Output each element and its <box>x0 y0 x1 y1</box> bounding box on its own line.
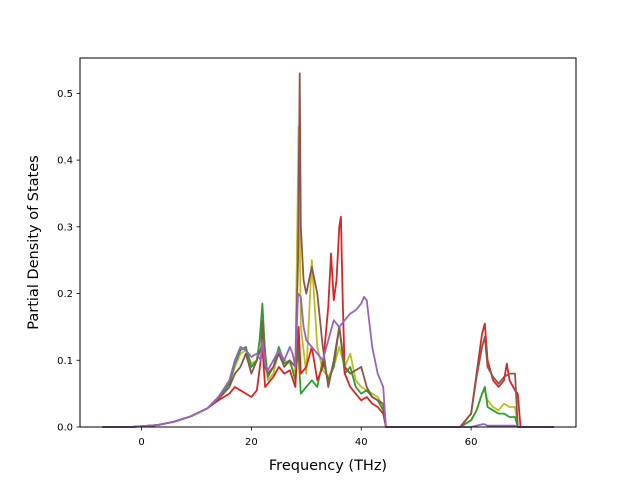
plot-area <box>80 58 576 427</box>
y-axis-label: Partial Density of States <box>26 155 42 329</box>
x-tick-label: 40 <box>355 437 368 448</box>
y-tick-label: 0.5 <box>57 89 73 100</box>
series-line-4 <box>102 72 555 428</box>
y-tick-label: 0.0 <box>57 423 73 434</box>
y-tick-label: 0.3 <box>57 222 73 233</box>
series-layer <box>102 72 555 428</box>
x-tick-label: 60 <box>465 437 478 448</box>
x-axis-label: Frequency (THz) <box>269 458 387 474</box>
x-tick-label: 20 <box>245 437 258 448</box>
y-tick-label: 0.1 <box>57 356 73 367</box>
y-tick-label: 0.2 <box>57 289 73 300</box>
y-tick-label: 0.4 <box>57 156 73 167</box>
y-axis-ticks: 0.0 0.1 0.2 0.3 0.4 0.5 <box>57 89 80 434</box>
x-tick-label: 0 <box>138 437 144 448</box>
x-axis-ticks: 0 20 40 60 <box>138 427 477 448</box>
plot-frame <box>79 57 577 428</box>
series-line-5 <box>102 292 555 428</box>
series-line-3 <box>102 215 555 428</box>
